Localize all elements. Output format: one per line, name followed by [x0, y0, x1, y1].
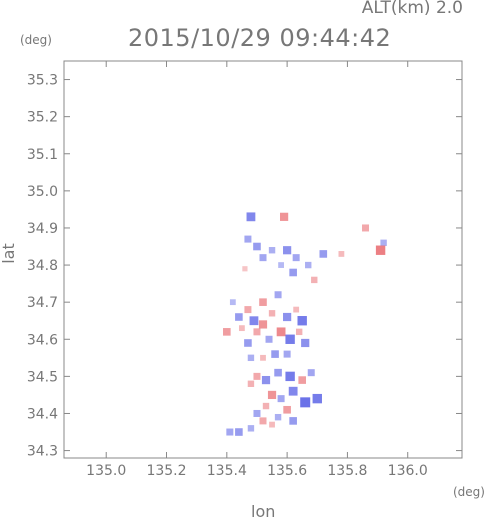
heatmap-cell — [271, 350, 279, 358]
heatmap-cell — [307, 369, 315, 377]
heatmap-cell — [283, 312, 292, 322]
heatmap-cell — [338, 251, 345, 257]
heatmap-cell — [305, 261, 312, 269]
heatmap-cell — [247, 354, 255, 362]
heatmap-cell — [235, 313, 243, 321]
heatmap-cell — [283, 246, 292, 255]
x-tick-label: 135.4 — [207, 463, 247, 479]
heatmap-cell — [289, 268, 297, 277]
heatmap-cell — [362, 224, 370, 232]
heatmap-cell — [312, 393, 322, 404]
heatmap-cell — [229, 299, 236, 306]
heatmap-cell — [283, 350, 291, 358]
y-tick-label: 34.7 — [27, 295, 58, 311]
heatmap-cell — [244, 306, 252, 314]
heatmap-cell — [260, 354, 266, 361]
heatmap-cell — [274, 413, 282, 421]
heatmap-cell — [262, 402, 270, 410]
heatmap-cell — [274, 368, 282, 377]
heatmap-cell — [311, 276, 318, 284]
heatmap-cell — [267, 390, 277, 400]
heatmap-cell — [253, 409, 261, 417]
heatmap-cell — [285, 334, 295, 344]
heatmap-cell — [226, 428, 234, 436]
x-tick-label: 135.6 — [267, 463, 307, 479]
y-tick-label: 34.3 — [27, 444, 58, 460]
x-axis-label: lon — [251, 502, 276, 521]
heatmap-cell — [301, 338, 310, 348]
y-tick-label: 35.0 — [27, 184, 58, 200]
heatmap-cell — [244, 235, 252, 243]
altitude-label: ALT(km) 2.0 — [361, 0, 463, 18]
heatmap-cell — [278, 262, 284, 268]
axis-ticks: 135.0 135.2 135.4 135.6 135.8 136.0 34.3 34.4 34… — [27, 61, 462, 479]
heatmap-cells — [223, 212, 387, 436]
heatmap-cell — [261, 375, 271, 385]
heatmap-cell — [297, 316, 307, 326]
heatmap-cell — [288, 386, 298, 396]
heatmap-cell — [253, 328, 261, 336]
heatmap-cell — [259, 298, 267, 306]
heatmap-cell — [269, 421, 275, 428]
heatmap-cell — [242, 266, 248, 272]
heatmap-cell — [375, 245, 386, 255]
heatmap-cell — [249, 316, 259, 326]
heatmap-cell — [235, 428, 243, 436]
heatmap-cell — [259, 254, 267, 262]
x-tick-label: 135.8 — [327, 463, 367, 479]
heatmap-cell — [244, 339, 252, 347]
heatmap-cell — [268, 247, 276, 254]
heatmap-cell — [289, 417, 297, 425]
heatmap-cell — [283, 405, 291, 414]
y-tick-label: 35.2 — [27, 110, 58, 126]
y-tick-label: 34.6 — [27, 332, 58, 348]
heatmap-cell — [292, 254, 300, 262]
y-tick-label: 35.1 — [27, 147, 58, 163]
heatmap-cell — [238, 325, 245, 332]
heatmap-cell — [295, 328, 303, 336]
y-tick-label: 34.9 — [27, 221, 58, 237]
heatmap-cell — [268, 310, 276, 317]
plot-frame — [63, 60, 463, 459]
y-tick-label: 35.3 — [27, 73, 58, 89]
y-tick-label: 34.5 — [27, 369, 58, 385]
x-tick-label: 135.2 — [146, 463, 186, 479]
heatmap-cell — [285, 371, 295, 382]
heatmap-cell — [265, 335, 273, 343]
x-tick-label: 136.0 — [388, 463, 428, 479]
heatmap-cell — [280, 212, 289, 221]
heatmap-cell — [253, 372, 261, 380]
x-tick-label: 135.0 — [86, 463, 126, 479]
heatmap-cell — [277, 395, 285, 403]
heatmap-cell — [274, 291, 282, 299]
heatmap-cell — [223, 328, 231, 336]
heatmap-cell — [246, 212, 256, 222]
heatmap-cell — [298, 376, 306, 384]
x-axis-unit: (deg) — [453, 485, 485, 499]
heatmap-cell — [253, 242, 261, 251]
heatmap-cell — [293, 306, 300, 313]
y-axis-unit: (deg) — [20, 33, 52, 47]
heatmap-cell — [247, 425, 255, 432]
chart-title-timestamp: 2015/10/29 09:44:42 — [128, 24, 392, 52]
heatmap-cell — [247, 380, 255, 387]
heatmap-cell — [380, 239, 387, 247]
heatmap-cell — [300, 397, 311, 408]
heatmap-cell — [276, 327, 286, 337]
heatmap-cell — [319, 250, 328, 258]
heatmap-cell — [258, 320, 268, 329]
y-tick-label: 34.4 — [27, 406, 58, 422]
heatmap-cell — [259, 417, 267, 425]
y-tick-label: 34.8 — [27, 258, 58, 274]
